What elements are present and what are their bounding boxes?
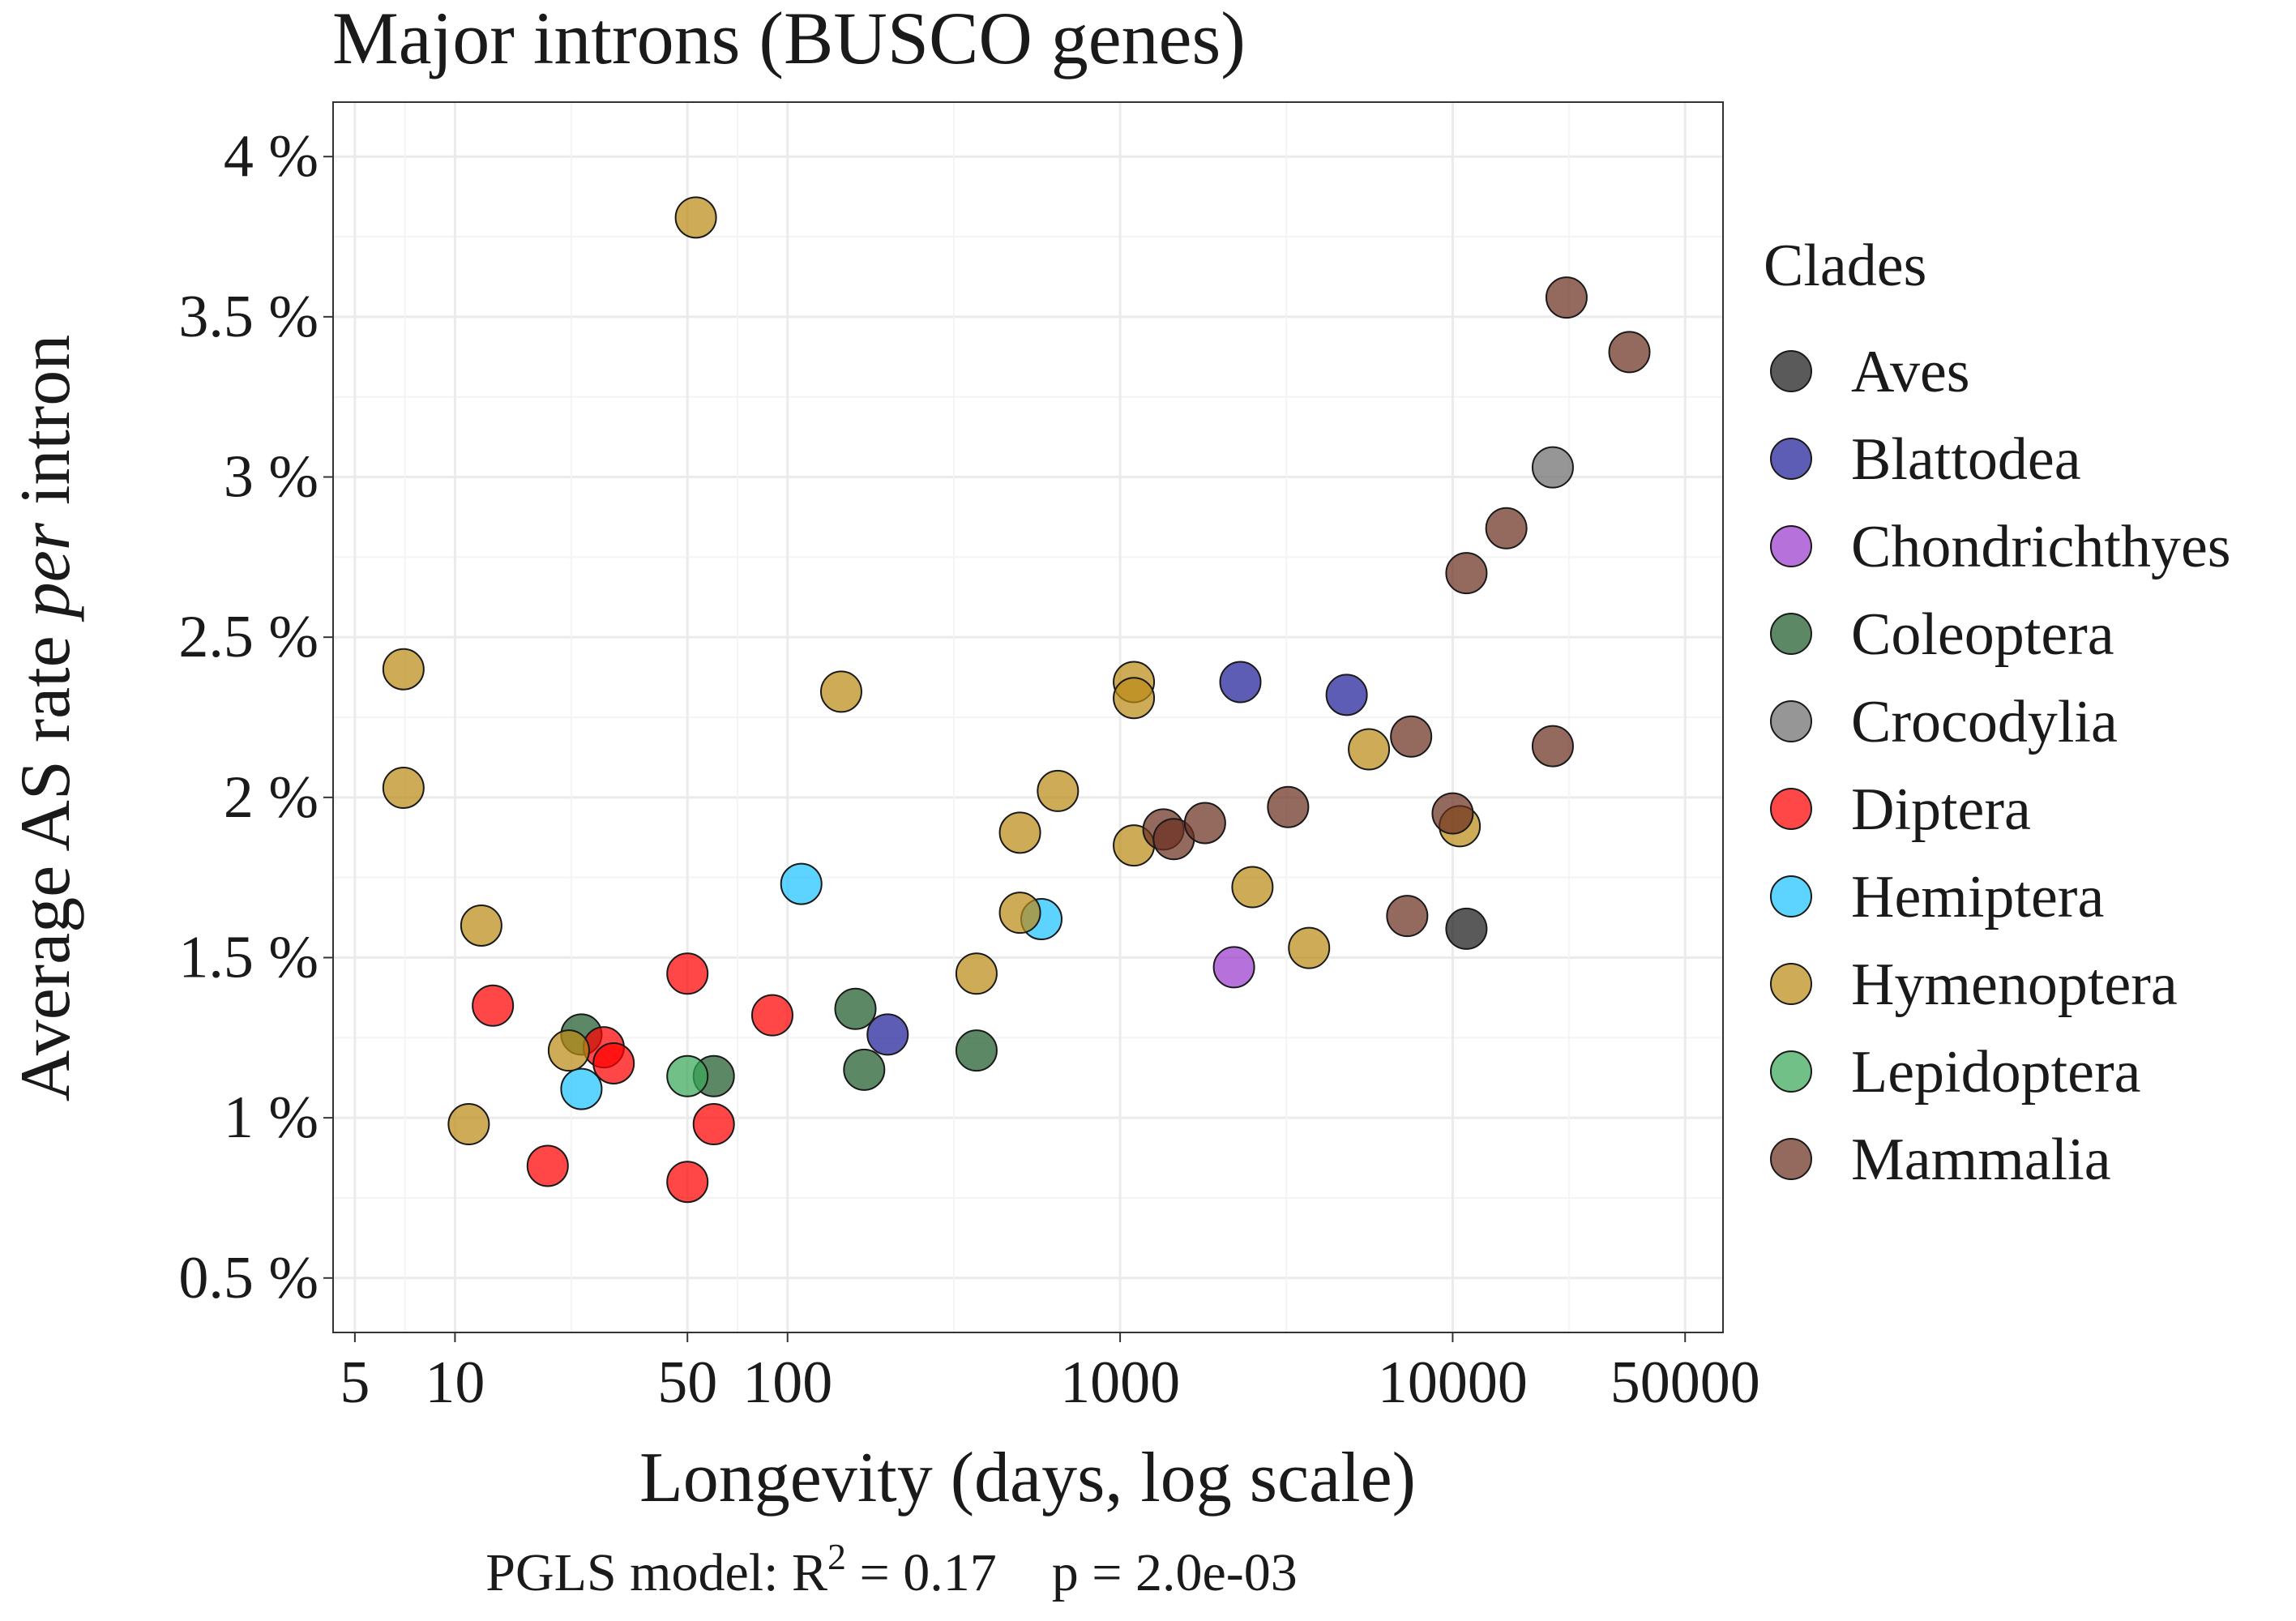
point-coleoptera [955, 1029, 998, 1072]
x-tick-label: 50 [657, 1349, 717, 1416]
point-mammalia [1531, 725, 1574, 768]
point-hymenoptera [1288, 926, 1331, 969]
y-tick-label: 3.5 % [178, 284, 319, 350]
y-tick-label: 2.5 % [178, 604, 319, 670]
point-hymenoptera [460, 904, 502, 947]
x-axis-label: Longevity (days, log scale) [639, 1439, 1416, 1517]
point-mammalia [1390, 715, 1433, 758]
x-tick-label: 50000 [1610, 1349, 1760, 1416]
point-hymenoptera [382, 766, 425, 809]
x-tick-label: 10000 [1378, 1349, 1528, 1416]
point-coleoptera [834, 987, 877, 1030]
legend-label-hemiptera: Hemiptera [1851, 864, 2104, 930]
x-tick-label: 10 [425, 1349, 485, 1416]
pgls-r2-superscript: 2 [827, 1536, 846, 1577]
y-axis-label-part2: intron [6, 335, 85, 523]
y-tick-label: 4 % [224, 123, 319, 190]
point-mammalia [1386, 895, 1429, 938]
legend-key-mammalia [1770, 1138, 1812, 1180]
point-coleoptera [843, 1048, 886, 1091]
legend-label-lepidoptera: Lepidoptera [1851, 1039, 2141, 1106]
point-mammalia [1485, 507, 1528, 550]
point-hymenoptera [382, 648, 425, 691]
point-lepidoptera [666, 1054, 709, 1097]
point-mammalia [1608, 331, 1651, 374]
legend-label-mammalia: Mammalia [1851, 1127, 2111, 1193]
legend-key-hemiptera [1770, 875, 1812, 917]
point-mammalia [1267, 785, 1310, 828]
point-hymenoptera [998, 892, 1041, 935]
legend-key-hymenoptera [1770, 963, 1812, 1005]
legend-key-crocodylia [1770, 700, 1812, 742]
legend-key-diptera [1770, 788, 1812, 830]
legend-label-crocodylia: Crocodylia [1851, 689, 2118, 755]
point-blattodea [1325, 674, 1368, 716]
legend-key-lepidoptera [1770, 1050, 1812, 1093]
point-mammalia [1445, 552, 1488, 595]
y-ticks: 0.5 % 1 % 1.5 % 2 % 2.5 % 3 % 3.5 % 4 % [178, 123, 333, 1311]
point-blattodea [1219, 661, 1262, 704]
y-tick-label: 3 % [224, 444, 319, 511]
legend-label-chondrichthyes: Chondrichthyes [1851, 514, 2231, 580]
point-diptera [526, 1144, 569, 1187]
point-hymenoptera [1348, 728, 1391, 771]
chart-title: Major introns (BUSCO genes) [332, 0, 1246, 79]
point-hymenoptera [1231, 866, 1274, 909]
legend-label-blattodea: Blattodea [1851, 426, 2081, 493]
point-hemiptera [560, 1067, 603, 1110]
point-hymenoptera [1113, 677, 1156, 720]
point-diptera [750, 994, 793, 1037]
data-points [382, 196, 1651, 1204]
x-tick-label: 5 [340, 1349, 370, 1416]
point-diptera [472, 984, 515, 1027]
point-diptera [666, 1161, 709, 1204]
point-chondrichthyes [1212, 946, 1255, 989]
pgls-p-value: p = 2.0e-03 [1052, 1543, 1298, 1602]
legend-key-blattodea [1770, 438, 1812, 480]
legend-key-coleoptera [1770, 613, 1812, 655]
point-hymenoptera [674, 196, 717, 239]
legend-label-aves: Aves [1851, 339, 1970, 405]
point-hymenoptera [998, 811, 1041, 854]
legend-label-diptera: Diptera [1851, 776, 2031, 843]
y-axis-label-italic: per [6, 522, 85, 622]
point-diptera [692, 1103, 735, 1146]
point-mammalia [1545, 276, 1588, 319]
point-diptera [592, 1041, 635, 1084]
x-ticks: 5 10 50 100 1000 10000 50000 [340, 1332, 1760, 1416]
y-tick-label: 0.5 % [178, 1245, 319, 1311]
y-tick-label: 2 % [224, 764, 319, 831]
y-axis-label-part1: Average AS rate [6, 618, 85, 1101]
legend-key-chondrichthyes [1770, 525, 1812, 567]
x-tick-label: 1000 [1060, 1349, 1180, 1416]
point-diptera [666, 952, 709, 995]
legend-title: Clades [1764, 233, 1926, 299]
point-hymenoptera [819, 670, 862, 713]
point-blattodea [866, 1013, 909, 1056]
point-hymenoptera [955, 952, 998, 995]
point-aves [1445, 907, 1488, 950]
pgls-prefix: PGLS model: R [485, 1543, 827, 1602]
plot-border [332, 101, 1724, 1333]
x-tick-label: 100 [742, 1349, 832, 1416]
pgls-annotation: PGLS model: R2 = 0.17 p = 2.0e-03 [485, 1536, 1297, 1602]
point-hymenoptera [1037, 769, 1080, 812]
point-hymenoptera [447, 1103, 490, 1146]
y-tick-label: 1.5 % [178, 924, 319, 990]
y-tick-label: 1 % [224, 1084, 319, 1151]
grid-lines [333, 102, 1723, 1332]
svg-text:Average AS rate per intron: Average AS rate per intron [6, 335, 85, 1102]
point-crocodylia [1531, 446, 1574, 489]
legend-label-coleoptera: Coleoptera [1851, 601, 2114, 668]
point-hymenoptera [547, 1029, 590, 1072]
legend-key-aves [1770, 350, 1812, 392]
point-hemiptera [780, 862, 823, 905]
point-mammalia [1431, 792, 1474, 835]
legend-label-hymenoptera: Hymenoptera [1851, 952, 2178, 1018]
legend: Aves Blattodea Chondrichthyes Coleoptera Cro… [1770, 339, 2231, 1193]
y-axis-label: Average AS rate per intron [6, 335, 85, 1102]
pgls-r2-value: = 0.17 [846, 1543, 997, 1602]
point-mammalia [1183, 802, 1226, 845]
